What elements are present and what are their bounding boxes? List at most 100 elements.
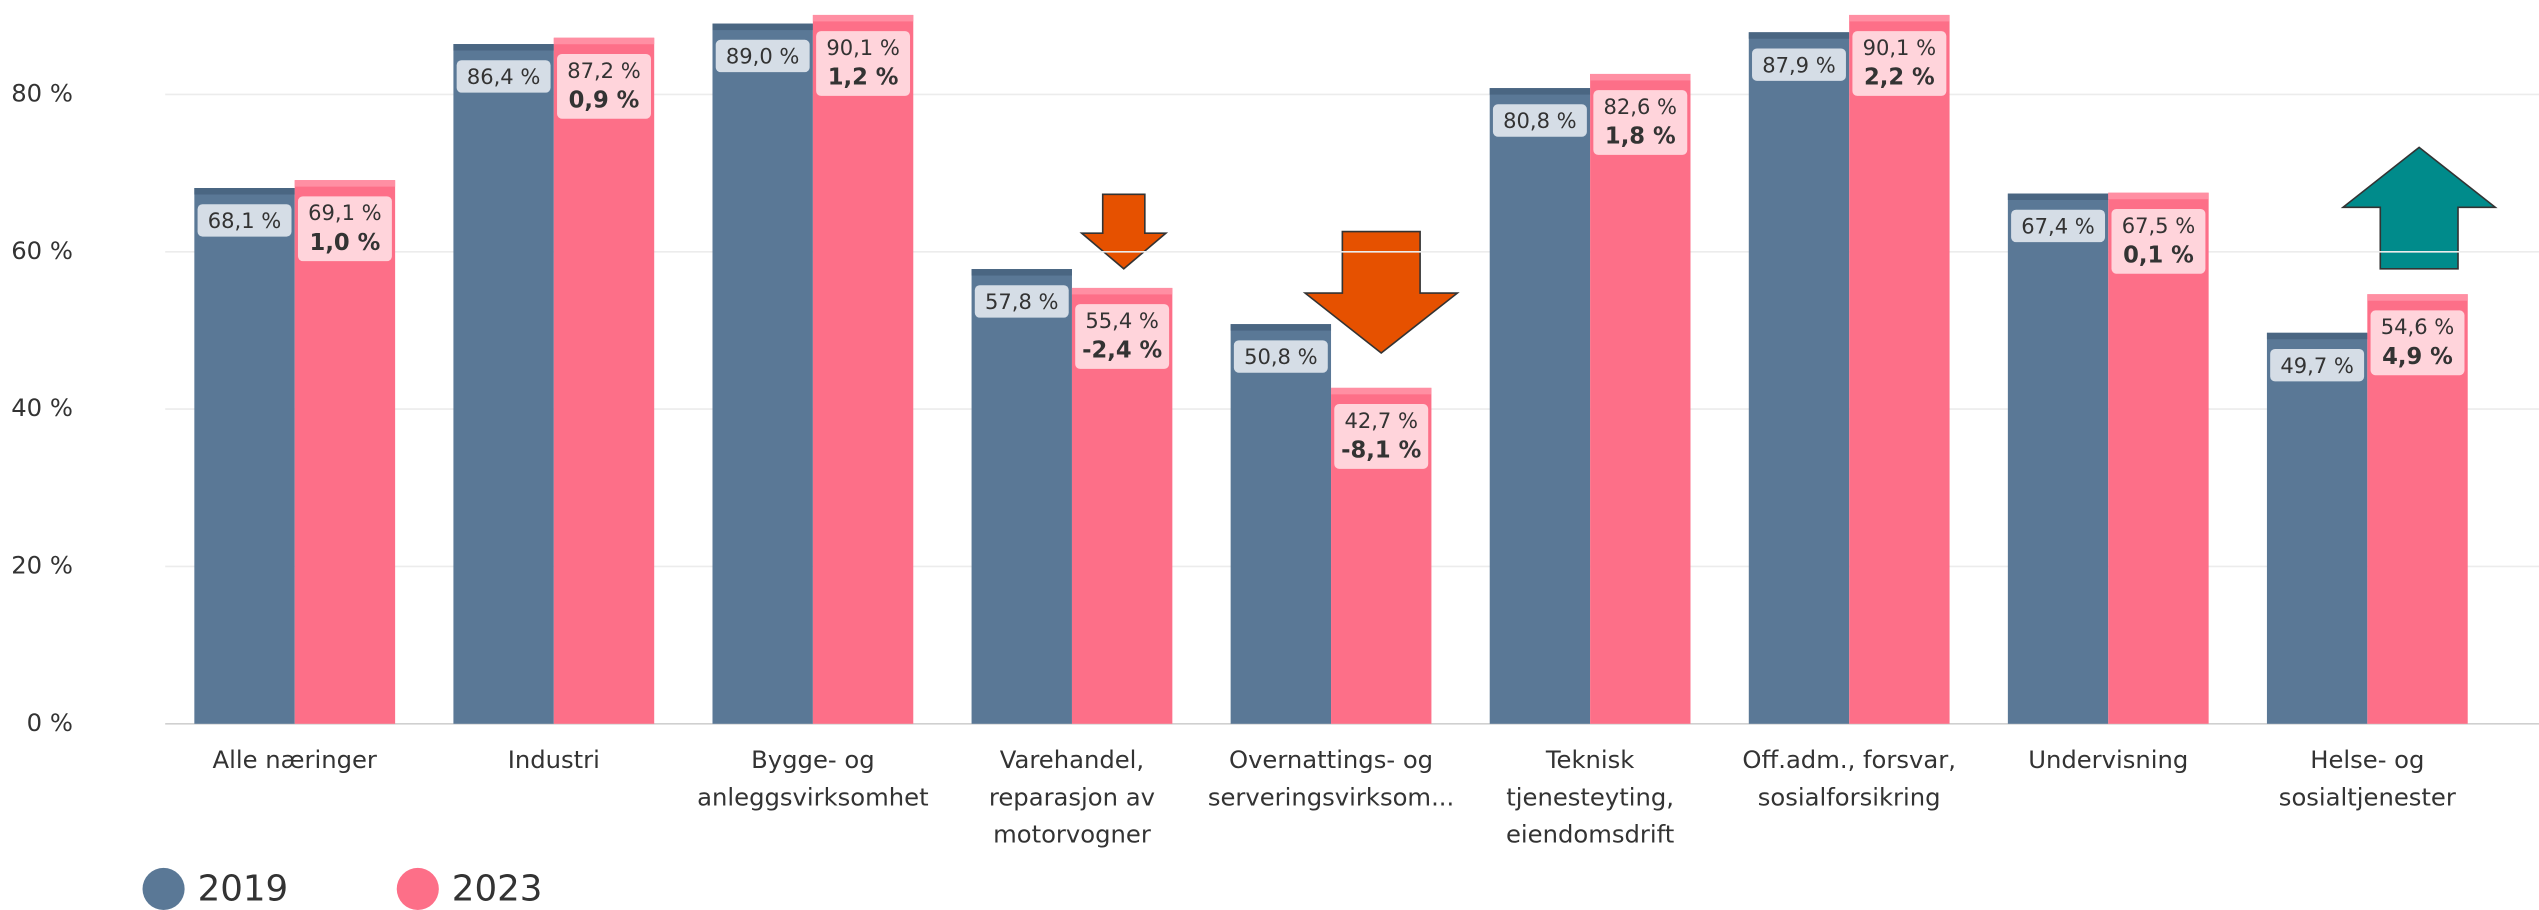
bar-cap [1849,14,1950,22]
x-tick-label: Undervisning [2028,745,2188,774]
bar-cap [2108,192,2209,200]
bar-cap [1590,73,1691,81]
bar [1230,324,1332,724]
x-tick-line: Off.adm., forsvar, [1742,745,1956,774]
change-label: 1,0 % [310,230,381,256]
change-label: 0,9 % [569,87,640,113]
data-label: 87,2 % [567,58,641,83]
data-label: 54,6 % [2381,314,2455,339]
bar [812,14,914,724]
data-label: 42,7 % [1344,408,1418,433]
bar [971,269,1072,724]
label-box [2270,348,2365,382]
label-box [2011,209,2106,243]
bar-cap [1071,287,1173,295]
data-label: 67,5 % [2122,213,2196,238]
change-label: 0,1 % [2123,242,2194,268]
x-tick-line: Bygge- og [751,745,874,774]
bar [1748,32,1850,724]
x-tick-line: Undervisning [2028,745,2188,774]
bar [712,23,813,724]
annotation-arrows [1079,146,2498,355]
data-label: 49,7 % [2280,353,2354,378]
bar-cap [2266,332,2368,340]
data-label: 68,1 % [208,208,282,233]
x-tick-line: anleggsvirksomhet [697,782,928,811]
change-label: 4,9 % [2382,344,2453,370]
bar-cap [971,269,1072,276]
data-label: 80,8 % [1503,108,1577,133]
data-label: 86,4 % [467,64,541,89]
x-tick-line: serveringsvirksom... [1208,782,1454,811]
bar [2007,193,2109,724]
data-label: 67,4 % [2021,214,2095,239]
label-box [1593,90,1688,155]
label-box [1233,340,1328,373]
data-label: 87,9 % [1762,52,1836,77]
bar [294,180,396,724]
legend-label: 2019 [198,869,289,910]
bar-cap [1489,88,1591,95]
y-tick-label: 20 % [11,550,73,579]
change-label: 1,8 % [1605,124,1676,150]
bar-cap [2007,193,2109,201]
x-tick-line: motorvogner [993,820,1151,849]
legend-swatch [396,867,439,910]
x-tick-label: Overnattings- og serveringsvirksom... [1208,745,1454,811]
data-label: 82,6 % [1604,94,1678,119]
label-box [297,196,392,262]
label-box [1852,31,1947,96]
x-tick-line: Varehandel, [1000,745,1144,774]
change-label: -2,4 % [1082,338,1162,364]
down-arrow [1302,230,1460,355]
label-box [2370,310,2465,376]
bar [1590,73,1691,724]
bar-cap [553,37,655,45]
bar-cap [1230,324,1332,331]
bar-cap [2367,294,2468,301]
bar-cap [194,188,295,195]
x-tick-label: Industri [508,745,600,774]
data-label: 90,1 % [1863,35,1937,60]
data-label: 57,8 % [985,289,1059,314]
bar [1849,14,1950,724]
down-arrow [1079,193,1169,270]
label-box [816,31,911,96]
bar [2108,192,2209,724]
x-tick-line: reparasjon av [989,782,1155,811]
change-label: 2,2 % [1864,65,1935,91]
bar-cap [294,180,396,187]
bar [453,44,554,724]
bar-cap [1331,387,1432,395]
x-tick-label: Helse- og sosialtjenester [2279,745,2456,811]
x-tick-label: Varehandel, reparasjon av motorvogner [989,745,1155,848]
y-tick-label: 40 % [11,393,73,422]
label-box [1334,404,1429,469]
label-box [715,39,810,73]
y-tick-label: 60 % [11,236,73,265]
x-tick-line: Overnattings- og [1229,745,1433,774]
x-tick-line: Teknisk [1545,745,1635,774]
data-label: 55,4 % [1085,308,1159,333]
x-tick-label: Alle næringer [213,745,377,774]
x-tick-line: Alle næringer [213,745,377,774]
up-arrow [2340,146,2498,270]
data-label: 89,0 % [726,44,800,69]
bar-cap [1748,32,1850,39]
legend-label: 2023 [452,869,543,910]
x-tick-line: sosialforsikring [1758,782,1941,811]
bar-cap [712,23,813,31]
label-box [974,285,1069,318]
change-label: -8,1 % [1341,438,1421,464]
data-label: 50,8 % [1244,344,1318,369]
legend-swatch [142,867,185,910]
bar [553,37,655,724]
label-box [456,60,551,93]
x-tick-label: Teknisk tjenesteyting, eiendomsdrift [1506,745,1674,848]
x-tick-line: sosialtjenester [2279,782,2456,811]
label-box [1075,304,1170,369]
y-tick-label: 80 % [11,78,73,107]
data-label: 69,1 % [308,200,382,225]
x-tick-line: tjenesteyting, [1506,782,1674,811]
label-box [1752,48,1846,81]
